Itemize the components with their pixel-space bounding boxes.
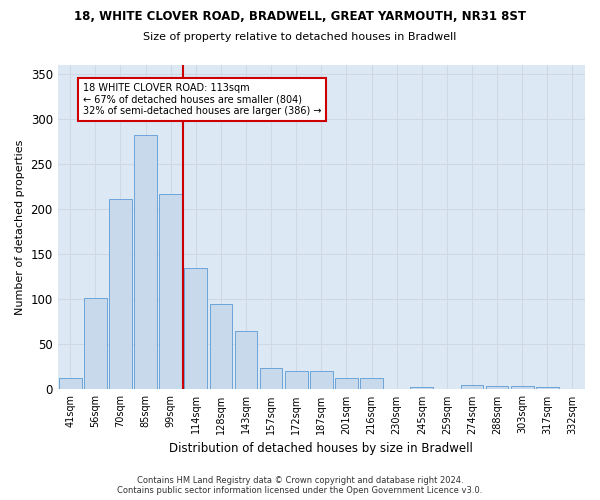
Bar (285, 370, 308, 390)
Bar (160, 194, 182, 390)
Text: Size of property relative to detached houses in Bradwell: Size of property relative to detached ho… (143, 32, 457, 42)
X-axis label: Distribution of detached houses by size in Bradwell: Distribution of detached houses by size … (169, 442, 473, 455)
Bar (134, 136, 157, 390)
Bar (486, 386, 508, 390)
Bar (109, 200, 132, 390)
Text: 18, WHITE CLOVER ROAD, BRADWELL, GREAT YARMOUTH, NR31 8ST: 18, WHITE CLOVER ROAD, BRADWELL, GREAT Y… (74, 10, 526, 23)
Bar (184, 268, 207, 390)
Bar (84, 298, 107, 390)
Bar (536, 386, 559, 390)
Text: 18 WHITE CLOVER ROAD: 113sqm
← 67% of detached houses are smaller (804)
32% of s: 18 WHITE CLOVER ROAD: 113sqm ← 67% of de… (83, 83, 321, 116)
Bar (335, 378, 358, 390)
Bar (410, 386, 433, 390)
Text: Contains HM Land Registry data © Crown copyright and database right 2024.
Contai: Contains HM Land Registry data © Crown c… (118, 476, 482, 495)
Bar (235, 331, 257, 390)
Bar (360, 378, 383, 390)
Bar (461, 385, 484, 390)
Bar (209, 304, 232, 390)
Bar (59, 378, 82, 390)
Y-axis label: Number of detached properties: Number of detached properties (15, 140, 25, 315)
Bar (260, 368, 283, 390)
Bar (511, 386, 533, 390)
Bar (310, 370, 332, 390)
